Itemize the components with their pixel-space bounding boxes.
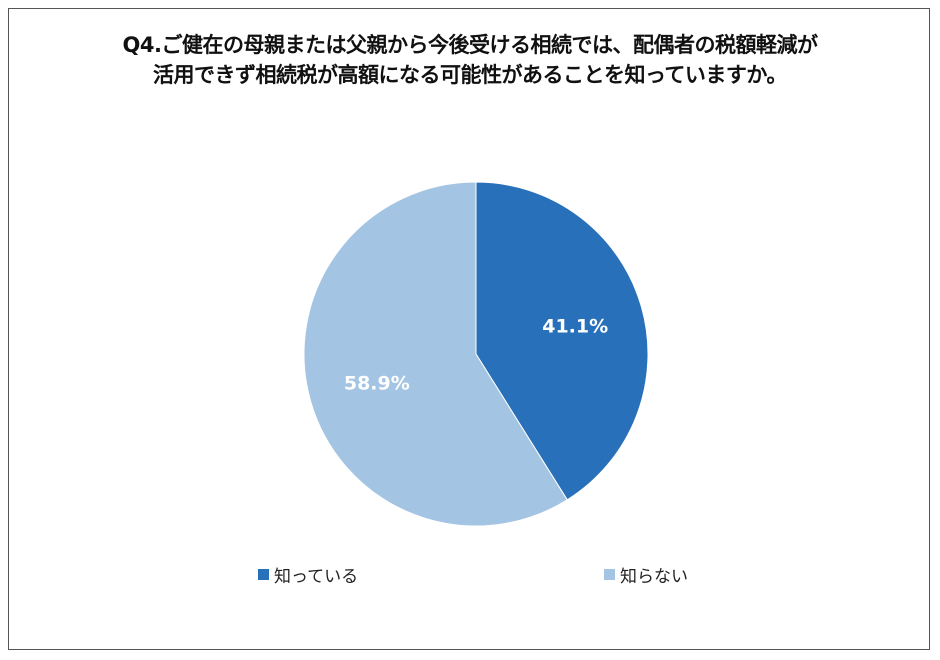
legend-item-1: 知らない	[604, 562, 688, 587]
legend-swatch-1	[604, 569, 615, 580]
data-label-0: 41.1%	[542, 316, 608, 338]
legend-swatch-0	[258, 569, 269, 580]
legend-item-0: 知っている	[258, 562, 358, 587]
pie-slice-0	[475, 181, 649, 501]
legend-label-1: 知らない	[620, 567, 688, 587]
chart-frame	[8, 8, 930, 650]
data-label-1: 58.9%	[344, 372, 410, 394]
pie-slice-1	[303, 181, 568, 527]
title-line-1: Q4.ご健在の母親または父親から今後受ける相続では、配偶者の税額軽減が	[122, 33, 818, 57]
title-line-2: 活用できず相続税が高額になる可能性があることを知っていますか。	[152, 63, 788, 87]
chart-title: Q4.ご健在の母親または父親から今後受ける相続では、配偶者の税額軽減が 活用でき…	[30, 30, 910, 90]
legend-label-0: 知っている	[274, 567, 359, 587]
